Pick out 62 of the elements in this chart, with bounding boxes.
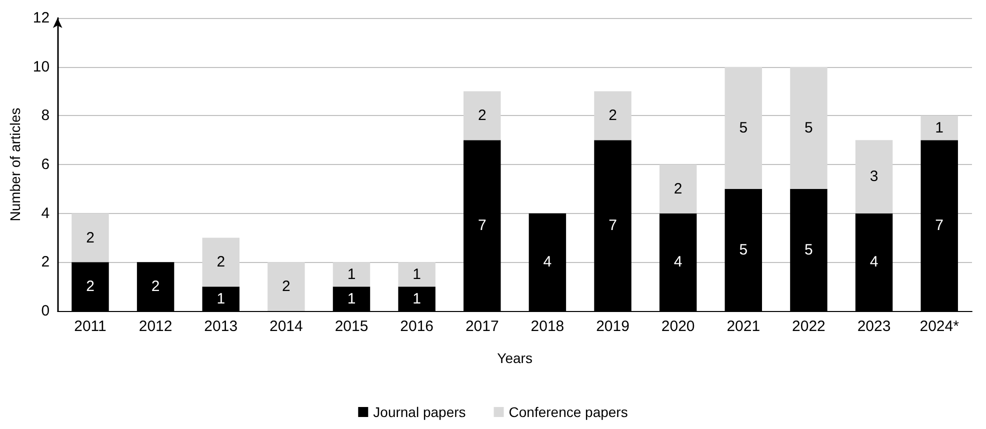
x-tick-label: 2017 xyxy=(465,318,499,335)
y-tick-label: 10 xyxy=(32,58,50,76)
x-tick-label: 2014 xyxy=(270,318,303,335)
data-label: 1 xyxy=(216,290,226,308)
x-axis-title: Years xyxy=(497,350,532,366)
y-tick-label: 8 xyxy=(41,107,50,124)
data-label: 7 xyxy=(935,217,944,234)
bar xyxy=(724,66,762,189)
data-label: 2 xyxy=(86,229,94,246)
data-label: 2 xyxy=(674,180,682,198)
x-tick-label: 2011 xyxy=(74,318,106,335)
data-label: 7 xyxy=(478,217,486,234)
bar xyxy=(920,116,958,140)
x-tick-label: 2022 xyxy=(792,318,826,335)
x-tick-label: 2012 xyxy=(138,318,172,335)
bar xyxy=(398,262,436,287)
x-tick-label: 2015 xyxy=(334,318,368,335)
data-label: 7 xyxy=(608,217,617,234)
x-tick-label: 2024* xyxy=(920,318,960,335)
data-label: 1 xyxy=(347,290,356,308)
bar xyxy=(659,164,697,214)
bar xyxy=(790,66,828,189)
data-label: 5 xyxy=(804,241,813,258)
data-label: 1 xyxy=(935,119,944,136)
data-label: 4 xyxy=(870,254,878,271)
legend-label: Conference papers xyxy=(508,404,628,420)
data-label: 2 xyxy=(216,254,226,271)
x-tick-label: 2023 xyxy=(857,318,891,335)
x-tick-label: 2016 xyxy=(400,318,434,335)
y-tick-label: 0 xyxy=(41,302,50,320)
data-label: 4 xyxy=(674,254,682,271)
bar xyxy=(72,213,109,262)
x-tick-label: 2013 xyxy=(204,318,238,335)
data-label: 1 xyxy=(347,266,356,283)
bar xyxy=(855,140,893,214)
data-label: 1 xyxy=(412,266,421,283)
bar xyxy=(594,91,632,140)
data-label: 3 xyxy=(870,168,878,186)
data-label: 2 xyxy=(151,278,160,296)
data-label: 5 xyxy=(739,119,748,136)
x-tick-label: 2019 xyxy=(596,318,630,335)
data-label: 2 xyxy=(282,278,290,296)
data-label: 2 xyxy=(86,278,94,296)
data-label: 5 xyxy=(804,119,813,136)
x-tick-label: 2018 xyxy=(530,318,564,335)
y-tick-label: 6 xyxy=(41,156,50,173)
y-tick-label: 12 xyxy=(32,10,50,26)
y-tick-label: 4 xyxy=(41,204,50,222)
data-label: 2 xyxy=(478,107,486,124)
data-label: 4 xyxy=(543,254,552,271)
bar xyxy=(268,262,305,311)
data-label: 5 xyxy=(739,241,748,258)
bar xyxy=(464,91,501,140)
y-axis-title: Number of articles xyxy=(7,108,23,222)
data-label: 1 xyxy=(412,290,421,308)
x-tick-label: 2020 xyxy=(661,318,695,335)
y-tick-label: 2 xyxy=(41,254,50,271)
data-label: 2 xyxy=(608,107,617,124)
legend-label: Journal papers xyxy=(373,404,466,420)
bar xyxy=(202,238,240,287)
x-tick-label: 2021 xyxy=(726,318,760,335)
bar xyxy=(332,262,370,287)
